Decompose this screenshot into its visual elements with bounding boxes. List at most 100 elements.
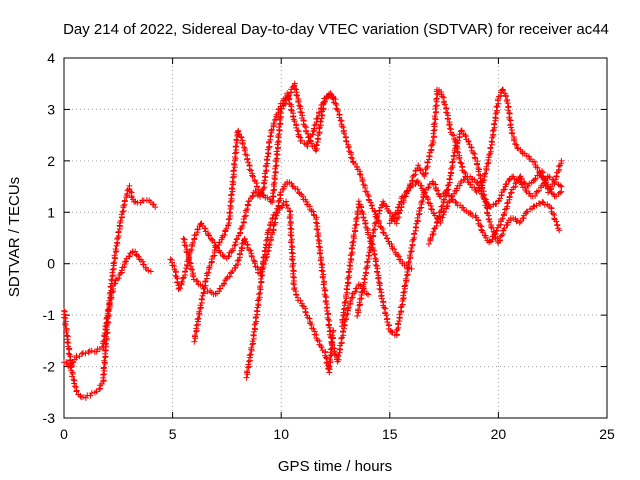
data-point bbox=[409, 177, 416, 184]
data-point bbox=[106, 306, 113, 313]
data-point bbox=[291, 118, 298, 125]
data-point bbox=[291, 85, 298, 92]
data-point bbox=[293, 86, 300, 93]
data-point bbox=[93, 348, 100, 355]
data-point bbox=[506, 193, 513, 200]
data-point bbox=[317, 257, 324, 264]
data-point bbox=[234, 257, 241, 264]
data-point bbox=[277, 108, 284, 115]
data-point bbox=[318, 267, 325, 274]
data-point bbox=[246, 198, 253, 205]
data-point bbox=[238, 244, 245, 251]
data-point bbox=[183, 248, 190, 255]
data-point bbox=[246, 352, 253, 359]
data-point bbox=[349, 239, 356, 246]
data-point bbox=[460, 204, 467, 211]
data-point bbox=[371, 251, 378, 258]
data-point bbox=[327, 346, 334, 353]
data-point bbox=[301, 123, 308, 130]
data-point bbox=[332, 100, 339, 107]
data-point bbox=[145, 267, 152, 274]
data-point bbox=[397, 304, 404, 311]
data-point bbox=[354, 312, 361, 319]
data-point bbox=[308, 140, 315, 147]
data-point bbox=[77, 392, 84, 399]
data-point bbox=[100, 371, 107, 378]
data-point bbox=[319, 268, 326, 275]
data-point bbox=[247, 167, 254, 174]
data-point bbox=[319, 274, 326, 281]
data-point bbox=[322, 354, 329, 361]
data-point bbox=[311, 331, 318, 338]
data-point bbox=[88, 347, 95, 354]
data-point bbox=[96, 386, 103, 393]
data-point bbox=[355, 198, 362, 205]
x-tick-label: 25 bbox=[599, 426, 615, 442]
data-point bbox=[419, 198, 426, 205]
y-tick-label: -1 bbox=[43, 307, 56, 323]
data-point bbox=[313, 141, 320, 148]
x-tick-label: 15 bbox=[382, 426, 398, 442]
data-point bbox=[167, 256, 174, 263]
data-point bbox=[255, 291, 262, 298]
data-point bbox=[101, 347, 108, 354]
chart-title: Day 214 of 2022, Sidereal Day-to-day VTE… bbox=[63, 21, 609, 38]
data-point bbox=[115, 228, 122, 235]
data-point bbox=[252, 314, 259, 321]
data-point bbox=[82, 394, 89, 401]
data-point bbox=[339, 323, 346, 330]
data-point bbox=[189, 266, 196, 273]
data-point bbox=[258, 266, 265, 273]
data-point bbox=[258, 272, 265, 279]
data-point bbox=[348, 245, 355, 252]
data-point bbox=[277, 115, 284, 122]
data-point bbox=[216, 288, 223, 295]
data-point bbox=[376, 279, 383, 286]
data-point bbox=[467, 210, 474, 217]
data-point bbox=[302, 309, 309, 316]
data-point bbox=[64, 339, 71, 346]
data-point bbox=[181, 242, 188, 249]
data-point bbox=[290, 268, 297, 275]
data-point bbox=[357, 282, 364, 289]
data-point bbox=[275, 198, 282, 205]
data-point bbox=[269, 190, 276, 197]
data-point bbox=[352, 222, 359, 229]
data-point bbox=[283, 202, 290, 209]
data-point bbox=[232, 143, 239, 150]
data-point bbox=[205, 269, 212, 276]
data-point bbox=[244, 206, 251, 213]
data-point bbox=[226, 209, 233, 216]
y-tick-label: 4 bbox=[47, 50, 55, 66]
data-point bbox=[310, 128, 317, 135]
data-point bbox=[326, 356, 333, 363]
data-point bbox=[340, 306, 347, 313]
data-point bbox=[268, 219, 275, 226]
data-point bbox=[277, 120, 284, 127]
data-point bbox=[479, 229, 486, 236]
data-point bbox=[119, 208, 126, 215]
data-point bbox=[263, 237, 270, 244]
data-point bbox=[363, 290, 370, 297]
data-point bbox=[359, 178, 366, 185]
data-point bbox=[246, 166, 253, 173]
data-point bbox=[310, 208, 317, 215]
data-point bbox=[244, 201, 251, 208]
y-tick-label: 3 bbox=[47, 101, 55, 117]
data-point bbox=[318, 255, 325, 262]
data-point bbox=[404, 266, 411, 273]
data-point bbox=[227, 192, 234, 199]
data-point bbox=[230, 168, 237, 175]
data-point bbox=[248, 253, 255, 260]
data-point bbox=[196, 308, 203, 315]
y-tick-label: -2 bbox=[43, 359, 56, 375]
data-point bbox=[418, 199, 425, 206]
data-point bbox=[234, 235, 241, 242]
data-point bbox=[314, 226, 321, 233]
data-point bbox=[269, 214, 276, 221]
data-point bbox=[98, 380, 105, 387]
data-point bbox=[241, 213, 248, 220]
data-point bbox=[70, 376, 77, 383]
plot-grid bbox=[64, 58, 607, 418]
data-point bbox=[338, 123, 345, 130]
